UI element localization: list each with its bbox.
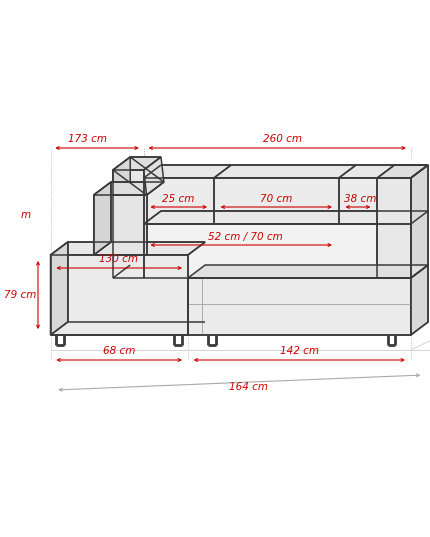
Polygon shape — [144, 178, 411, 224]
Polygon shape — [144, 224, 411, 278]
Text: 173 cm: 173 cm — [68, 134, 107, 144]
Polygon shape — [377, 165, 428, 178]
Polygon shape — [188, 278, 411, 335]
Polygon shape — [94, 182, 111, 255]
Polygon shape — [377, 178, 411, 278]
Polygon shape — [113, 170, 144, 278]
Polygon shape — [50, 242, 205, 255]
Polygon shape — [94, 195, 147, 255]
Polygon shape — [144, 165, 428, 178]
Text: 130 cm: 130 cm — [99, 254, 138, 264]
Polygon shape — [50, 242, 68, 335]
Text: 142 cm: 142 cm — [280, 346, 319, 356]
Polygon shape — [113, 157, 130, 278]
Polygon shape — [94, 182, 164, 195]
Polygon shape — [188, 265, 428, 278]
Text: 38 cm: 38 cm — [344, 194, 376, 204]
Polygon shape — [144, 157, 164, 195]
Text: 70 cm: 70 cm — [260, 194, 292, 204]
Polygon shape — [50, 255, 188, 335]
Polygon shape — [144, 211, 428, 224]
Text: 68 cm: 68 cm — [102, 346, 135, 356]
Polygon shape — [411, 265, 428, 335]
Text: m: m — [21, 210, 31, 220]
Text: 79 cm: 79 cm — [4, 290, 36, 300]
Text: 52 cm / 70 cm: 52 cm / 70 cm — [208, 232, 283, 242]
Text: 260 cm: 260 cm — [263, 134, 301, 144]
Text: 25 cm: 25 cm — [162, 194, 194, 204]
Text: 164 cm: 164 cm — [229, 382, 268, 392]
Polygon shape — [411, 165, 428, 278]
Polygon shape — [113, 157, 161, 170]
